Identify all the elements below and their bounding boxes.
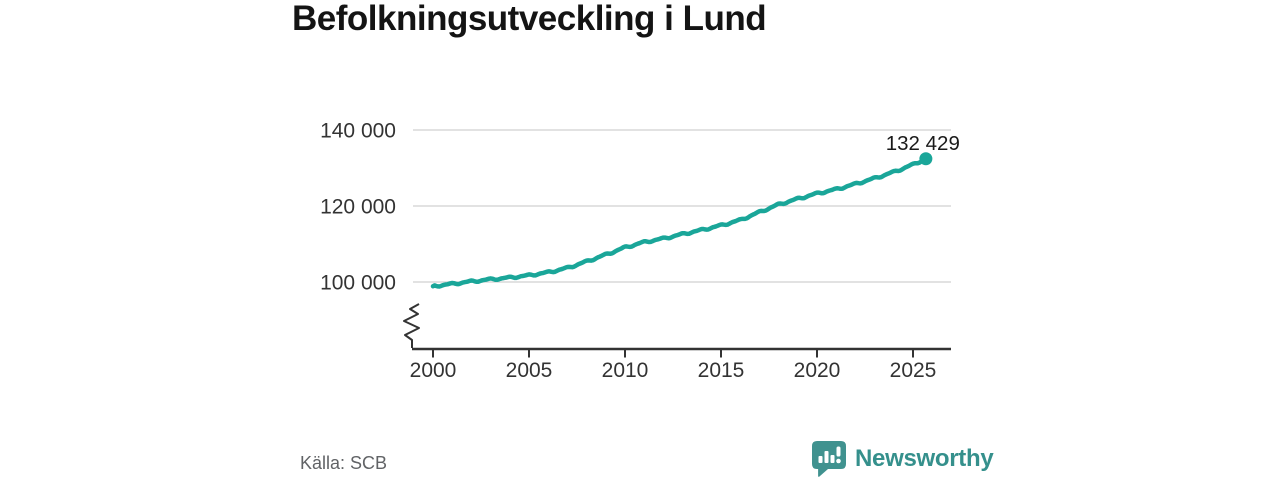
population-line	[430, 156, 929, 289]
x-axis-tick-label: 2010	[602, 359, 649, 382]
chart-title: Befolkningsutveckling i Lund	[292, 0, 767, 38]
x-axis-tick-label: 2005	[506, 359, 553, 382]
x-axis-tick-label: 2020	[794, 359, 841, 382]
y-axis-tick-label: 100 000	[320, 272, 396, 295]
y-axis-tick-label: 120 000	[320, 196, 396, 219]
source-note: Källa: SCB	[300, 453, 388, 473]
newsworthy-logo: Newsworthy	[811, 440, 994, 478]
newsworthy-wordmark: Newsworthy	[855, 445, 994, 472]
latest-value-label: 132 429	[886, 132, 960, 155]
latest-point-dot	[919, 152, 933, 166]
y-axis-tick-label: 140 000	[320, 120, 396, 143]
x-axis-tick-label: 2015	[698, 359, 745, 382]
y-axis-break-icon	[403, 303, 420, 348]
x-axis-tick-label: 2000	[410, 359, 457, 382]
newsworthy-speech-bubble-bar-chart-icon	[812, 441, 846, 477]
x-axis-tick-label: 2025	[890, 359, 937, 382]
